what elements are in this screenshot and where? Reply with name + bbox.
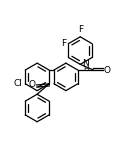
Text: O: O [29, 80, 36, 89]
Text: H: H [83, 66, 88, 72]
Text: F: F [78, 25, 83, 34]
Text: Cl: Cl [14, 79, 23, 88]
Text: O: O [103, 66, 110, 75]
Text: N: N [82, 59, 89, 68]
Text: F: F [61, 39, 66, 48]
